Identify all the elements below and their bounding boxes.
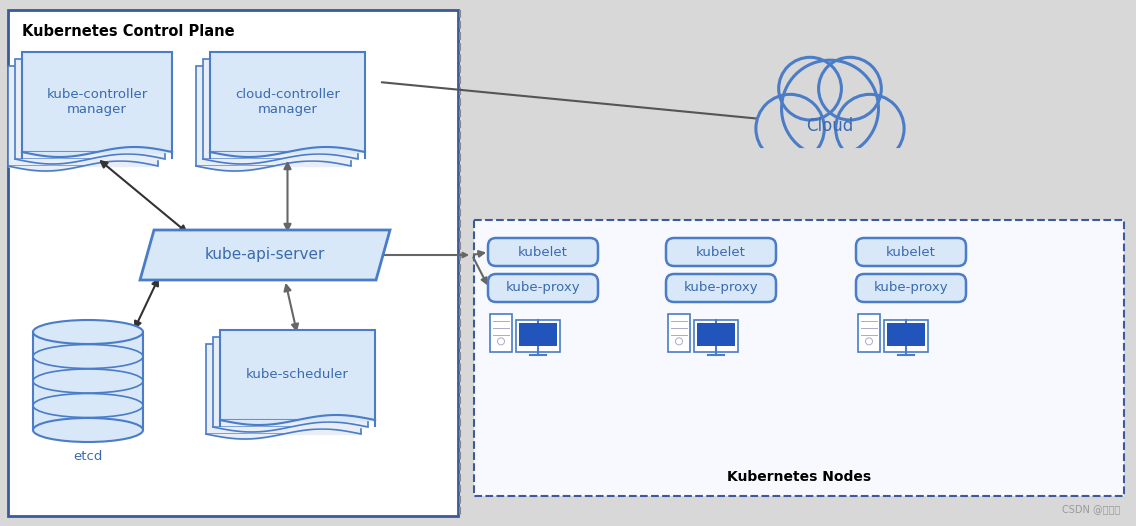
Text: kubelet: kubelet xyxy=(696,246,746,258)
FancyBboxPatch shape xyxy=(857,274,966,302)
Text: Cloud: Cloud xyxy=(807,117,853,135)
FancyBboxPatch shape xyxy=(206,344,361,434)
FancyBboxPatch shape xyxy=(488,238,598,266)
Text: cloud-controller
manager: cloud-controller manager xyxy=(235,88,340,116)
Text: kube-proxy: kube-proxy xyxy=(874,281,949,295)
FancyBboxPatch shape xyxy=(516,320,560,352)
FancyBboxPatch shape xyxy=(197,66,351,166)
Circle shape xyxy=(782,60,878,157)
FancyBboxPatch shape xyxy=(8,66,158,166)
FancyBboxPatch shape xyxy=(220,330,375,420)
Circle shape xyxy=(836,94,904,163)
Text: etcd: etcd xyxy=(74,450,102,463)
Text: Kubernetes Nodes: Kubernetes Nodes xyxy=(727,470,871,484)
Circle shape xyxy=(778,57,842,120)
FancyBboxPatch shape xyxy=(15,59,165,159)
Polygon shape xyxy=(140,230,390,280)
FancyBboxPatch shape xyxy=(214,337,368,427)
FancyBboxPatch shape xyxy=(884,320,928,352)
Text: kube-controller
manager: kube-controller manager xyxy=(47,88,148,116)
FancyBboxPatch shape xyxy=(33,332,143,430)
FancyBboxPatch shape xyxy=(668,314,690,352)
FancyBboxPatch shape xyxy=(210,52,365,152)
FancyBboxPatch shape xyxy=(488,274,598,302)
Circle shape xyxy=(755,94,825,163)
FancyBboxPatch shape xyxy=(474,220,1124,496)
FancyBboxPatch shape xyxy=(519,323,557,346)
Text: kubelet: kubelet xyxy=(886,246,936,258)
Text: kubelet: kubelet xyxy=(518,246,568,258)
Text: kube-api-server: kube-api-server xyxy=(204,248,325,262)
FancyBboxPatch shape xyxy=(490,314,512,352)
Ellipse shape xyxy=(33,320,143,344)
FancyBboxPatch shape xyxy=(887,323,925,346)
Text: kube-scheduler: kube-scheduler xyxy=(247,369,349,381)
FancyBboxPatch shape xyxy=(858,314,880,352)
FancyBboxPatch shape xyxy=(666,274,776,302)
Text: Kubernetes Control Plane: Kubernetes Control Plane xyxy=(22,24,235,39)
Text: kube-proxy: kube-proxy xyxy=(684,281,759,295)
Ellipse shape xyxy=(33,418,143,442)
FancyBboxPatch shape xyxy=(22,52,172,152)
Text: kube-proxy: kube-proxy xyxy=(506,281,580,295)
FancyBboxPatch shape xyxy=(666,238,776,266)
FancyBboxPatch shape xyxy=(698,323,735,346)
FancyBboxPatch shape xyxy=(857,238,966,266)
Circle shape xyxy=(819,57,882,120)
FancyBboxPatch shape xyxy=(203,59,358,159)
FancyBboxPatch shape xyxy=(8,10,458,516)
FancyBboxPatch shape xyxy=(694,320,738,352)
Text: CSDN @郭莉华: CSDN @郭莉华 xyxy=(1062,504,1120,514)
